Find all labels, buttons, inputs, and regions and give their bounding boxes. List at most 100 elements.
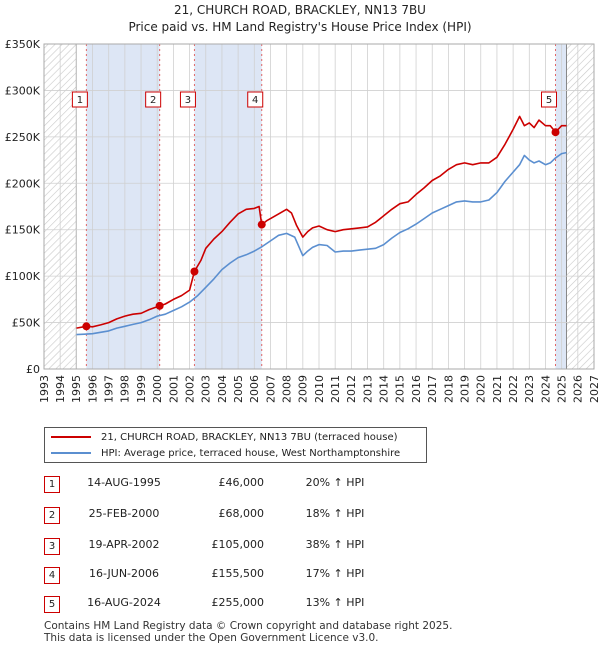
row-date: 19-APR-2002	[88, 538, 160, 551]
row-date: 16-AUG-2024	[87, 596, 161, 609]
table-row: 5 16-AUG-2024 £255,000 13% ↑ HPI	[0, 596, 600, 616]
sale-badge-label: 2	[150, 95, 156, 106]
x-tick-label: 2009	[297, 375, 310, 403]
sale-point	[82, 322, 91, 331]
y-tick-label: £200K	[5, 177, 41, 190]
x-tick-label: 1995	[70, 375, 83, 403]
legend-label-hpi: HPI: Average price, terraced house, West…	[101, 447, 401, 459]
row-hpi: 13% ↑ HPI	[305, 596, 365, 609]
x-tick-label: 2026	[572, 375, 585, 403]
x-tick-label: 2008	[280, 375, 293, 403]
legend: 21, CHURCH ROAD, BRACKLEY, NN13 7BU (ter…	[44, 427, 427, 463]
row-hpi: 38% ↑ HPI	[305, 538, 365, 551]
x-tick-label: 2024	[539, 375, 552, 403]
footer-line-1: Contains HM Land Registry data © Crown c…	[44, 620, 453, 632]
price-chart: 21, CHURCH ROAD, BRACKLEY, NN13 7BU Pric…	[5, 3, 600, 403]
chart-subtitle: Price paid vs. HM Land Registry's House …	[128, 20, 471, 34]
sale-badge-label: 3	[185, 95, 191, 106]
legend-swatch-price	[51, 436, 91, 438]
sale-badge-label: 1	[77, 95, 83, 106]
table-row: 4 16-JUN-2006 £155,500 17% ↑ HPI	[0, 567, 600, 587]
legend-label-price: 21, CHURCH ROAD, BRACKLEY, NN13 7BU (ter…	[101, 431, 398, 443]
row-date: 25-FEB-2000	[88, 507, 160, 520]
hatched-region	[566, 44, 594, 369]
x-tick-label: 2007	[264, 375, 277, 403]
x-tick-label: 2023	[523, 375, 536, 403]
row-price: £255,000	[211, 596, 265, 609]
x-tick-label: 2016	[410, 375, 423, 403]
x-tick-label: 2003	[200, 375, 213, 403]
table-row: 3 19-APR-2002 £105,000 38% ↑ HPI	[0, 538, 600, 558]
x-tick-label: 2010	[313, 375, 326, 403]
row-badge: 2	[44, 507, 60, 524]
legend-item-price: 21, CHURCH ROAD, BRACKLEY, NN13 7BU (ter…	[51, 429, 398, 445]
x-tick-label: 1996	[86, 375, 99, 403]
y-tick-label: £50K	[12, 317, 41, 330]
table-row: 2 25-FEB-2000 £68,000 18% ↑ HPI	[0, 507, 600, 527]
x-tick-label: 2001	[167, 375, 180, 403]
x-tick-label: 2005	[232, 375, 245, 403]
x-tick-label: 2002	[183, 375, 196, 403]
x-tick-label: 2021	[491, 375, 504, 403]
row-hpi: 20% ↑ HPI	[305, 476, 365, 489]
legend-swatch-hpi	[51, 452, 91, 454]
price-paid-line	[76, 115, 567, 329]
plot-frame	[43, 43, 595, 370]
sale-badge-label: 4	[252, 95, 258, 106]
legend-item-hpi: HPI: Average price, terraced house, West…	[51, 445, 400, 461]
x-tick-label: 2014	[378, 375, 391, 403]
x-tick-label: 2020	[475, 375, 488, 403]
sale-point	[551, 128, 560, 137]
row-date: 16-JUN-2006	[88, 567, 160, 580]
x-tick-label: 2017	[426, 375, 439, 403]
x-tick-label: 1997	[103, 375, 116, 403]
x-tick-label: 2019	[458, 375, 471, 403]
series-layer: 1 2 3 4 5	[71, 91, 567, 336]
x-tick-label: 2013	[361, 375, 374, 403]
sale-badge	[145, 91, 162, 108]
shaded-period	[555, 44, 567, 369]
chart-title: 21, CHURCH ROAD, BRACKLEY, NN13 7BU	[174, 3, 426, 17]
x-tick-label: 2004	[216, 375, 229, 403]
y-tick-label: £0	[26, 363, 40, 376]
x-tick-label: 2025	[555, 375, 568, 403]
row-badge: 1	[44, 476, 60, 493]
footer-line-2: This data is licensed under the Open Gov…	[44, 632, 379, 644]
y-tick-label: £150K	[5, 224, 41, 237]
row-price: £105,000	[211, 538, 265, 551]
x-tick-label: 1994	[54, 375, 67, 403]
x-tick-label: 1998	[119, 375, 132, 403]
row-hpi: 18% ↑ HPI	[305, 507, 365, 520]
row-badge: 5	[44, 596, 60, 613]
x-tick-label: 2015	[394, 375, 407, 403]
row-price: £155,500	[211, 567, 265, 580]
y-tick-label: £250K	[5, 131, 41, 144]
sale-point	[155, 301, 164, 310]
sale-badge	[247, 91, 264, 108]
x-tick-label: 2027	[588, 375, 600, 403]
y-tick-label: £350K	[5, 38, 41, 51]
x-tick-label: 1999	[135, 375, 148, 403]
table-row: 1 14-AUG-1995 £46,000 20% ↑ HPI	[0, 476, 600, 496]
row-badge: 3	[44, 538, 60, 555]
axis-layer: £0 £50K £100K £150K £200K £250K £300K £350K 1993…	[5, 38, 600, 403]
x-tick-label: 2011	[329, 375, 342, 403]
x-tick-label: 2006	[248, 375, 261, 403]
row-price: £68,000	[218, 507, 265, 520]
x-tick-label: 2022	[507, 375, 520, 403]
x-tick-label: 2000	[151, 375, 164, 403]
hpi-line	[76, 151, 567, 336]
y-tick-label: £300K	[5, 84, 41, 97]
sale-point	[190, 267, 199, 276]
row-date: 14-AUG-1995	[87, 476, 161, 489]
x-tick-label: 2018	[442, 375, 455, 403]
x-tick-label: 1993	[38, 375, 51, 403]
sale-point	[257, 220, 266, 229]
sale-badge-label: 5	[546, 95, 552, 106]
sale-badge	[71, 91, 88, 108]
sale-badge	[541, 91, 557, 108]
row-price: £46,000	[218, 476, 265, 489]
sale-badge	[179, 91, 196, 108]
row-hpi: 17% ↑ HPI	[305, 567, 365, 580]
footer-notice: Contains HM Land Registry data © Crown c…	[44, 620, 452, 644]
